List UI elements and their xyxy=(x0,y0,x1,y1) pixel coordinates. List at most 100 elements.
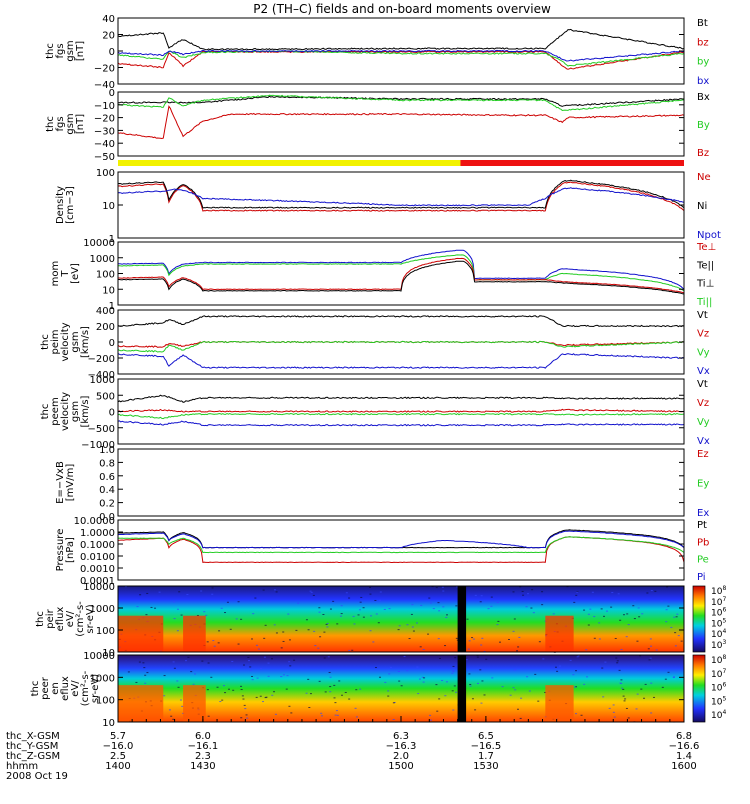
peim-ytick-label: −400 xyxy=(88,370,115,381)
peir-noise-pixel xyxy=(217,642,220,644)
peir-colorbar xyxy=(692,585,706,653)
peir-noise-pixel xyxy=(178,591,181,593)
peir-data-gap xyxy=(457,586,467,652)
peer-noise-pixel xyxy=(481,680,484,682)
peir-noise-pixel xyxy=(317,647,320,649)
peir-noise-pixel xyxy=(627,624,630,626)
peir-noise-pixel xyxy=(326,626,329,628)
peir-noise-pixel xyxy=(297,602,300,604)
peer-noise-pixel xyxy=(392,719,395,721)
efield-legend-ey: Ey xyxy=(697,479,709,490)
peir-noise-pixel xyxy=(318,611,321,613)
bottom-row-value: 1500 xyxy=(388,761,413,772)
peer-noise-pixel xyxy=(206,689,209,691)
peir-noise-pixel xyxy=(419,646,422,648)
pressure-frame xyxy=(117,519,685,581)
peer-noise-pixel xyxy=(455,691,458,693)
peir-noise-pixel xyxy=(263,637,266,639)
temp-frame xyxy=(117,241,685,306)
temp-legend-te: Te⊥ xyxy=(696,242,716,253)
fgs2-ytick-label: −40 xyxy=(94,139,115,150)
fgs2-series-red-line xyxy=(117,105,685,140)
peir-noise-pixel xyxy=(213,645,216,647)
peim-ytick-label: 400 xyxy=(96,306,115,317)
peer-noise-pixel xyxy=(207,715,210,717)
peim-ytick-label: 0 xyxy=(109,338,115,349)
peir-noise-pixel xyxy=(512,591,515,593)
peer-noise-pixel xyxy=(320,712,323,714)
fgs1-ytick-label: −20 xyxy=(94,64,115,75)
panel-density: 100 10 1 Density [cm−3] Ne Ni Npot xyxy=(55,168,721,245)
peer-noise-pixel xyxy=(187,656,190,658)
peim-ytick-label: −200 xyxy=(88,354,115,365)
peir-noise-pixel xyxy=(637,607,640,609)
peir-noise-pixel xyxy=(273,589,276,591)
peir-noise-pixel xyxy=(456,586,459,588)
peer-noise-pixel xyxy=(454,657,457,659)
peer-noise-pixel xyxy=(388,673,391,675)
peir-noise-pixel xyxy=(360,596,363,598)
peir-noise-pixel xyxy=(519,586,522,588)
peir-noise-pixel xyxy=(576,590,579,592)
peer-noise-pixel xyxy=(340,694,343,696)
date-label: 2008 Oct 19 xyxy=(6,771,68,782)
pressure-ylabel-line: [nPa] xyxy=(65,537,76,563)
peir-noise-pixel xyxy=(598,638,601,640)
peer-noise-pixel xyxy=(516,708,519,710)
peer-noise-pixel xyxy=(476,656,479,658)
peer-noise-pixel xyxy=(271,694,274,696)
peir-noise-pixel xyxy=(370,615,373,617)
peer-noise-pixel xyxy=(672,677,675,679)
peir-noise-pixel xyxy=(614,637,617,639)
peer-colorbar-label: 107 xyxy=(711,668,726,680)
peir-noise-pixel xyxy=(641,613,644,615)
peir-noise-pixel xyxy=(273,624,276,626)
peir-noise-pixel xyxy=(466,618,469,620)
peer-noise-pixel xyxy=(334,714,337,716)
temp-ytick-label: 10000 xyxy=(83,238,115,249)
fgs2-ytick-label: −30 xyxy=(94,126,115,137)
peer-ytick-label: 1000 xyxy=(90,673,115,684)
pressure-legend-pb: Pb xyxy=(697,537,709,548)
peer-noise-pixel xyxy=(329,676,332,678)
peir-ytick-label: 1000 xyxy=(90,604,115,615)
fgs2-ylabel-line: [nT] xyxy=(75,114,86,134)
pressure-series-green-line xyxy=(117,536,685,554)
peem-ytick-label: 0 xyxy=(109,408,115,419)
peir-noise-pixel xyxy=(427,633,430,635)
bottom-row-value: 1530 xyxy=(473,761,498,772)
peer-noise-pixel xyxy=(429,719,432,721)
peir-noise-pixel xyxy=(438,610,441,612)
peir-noise-pixel xyxy=(136,606,139,608)
peir-noise-pixel xyxy=(358,609,361,611)
peir-hot-region xyxy=(118,615,164,652)
peir-noise-pixel xyxy=(275,632,278,634)
peer-noise-pixel xyxy=(289,665,292,667)
mode-bar xyxy=(118,160,684,166)
bottom-row-label: hhmm xyxy=(6,761,38,772)
peer-noise-pixel xyxy=(452,709,455,711)
peir-noise-pixel xyxy=(252,613,255,615)
peir-noise-pixel xyxy=(375,613,378,615)
peir-noise-pixel xyxy=(420,604,423,606)
peir-noise-pixel xyxy=(348,597,351,599)
peir-noise-pixel xyxy=(340,605,343,607)
density-series-black-line xyxy=(117,179,685,209)
peir-noise-pixel xyxy=(124,586,127,588)
peir-noise-pixel xyxy=(205,614,208,616)
fgs1-ytick-label: 40 xyxy=(102,14,115,25)
peir-noise-pixel xyxy=(593,616,596,618)
efield-legend-ex: Ex xyxy=(697,508,709,519)
peir-noise-pixel xyxy=(212,640,215,642)
peir-noise-pixel xyxy=(377,622,380,624)
fgs1-legend-bt: Bt xyxy=(697,18,708,29)
peim-series-green-line xyxy=(117,340,685,353)
peer-noise-pixel xyxy=(624,698,627,700)
bottom-row-value: 5.7 xyxy=(110,731,126,742)
peer-noise-pixel xyxy=(334,702,337,704)
peer-noise-pixel xyxy=(286,675,289,677)
peir-noise-pixel xyxy=(446,614,449,616)
peer-noise-pixel xyxy=(280,676,283,678)
